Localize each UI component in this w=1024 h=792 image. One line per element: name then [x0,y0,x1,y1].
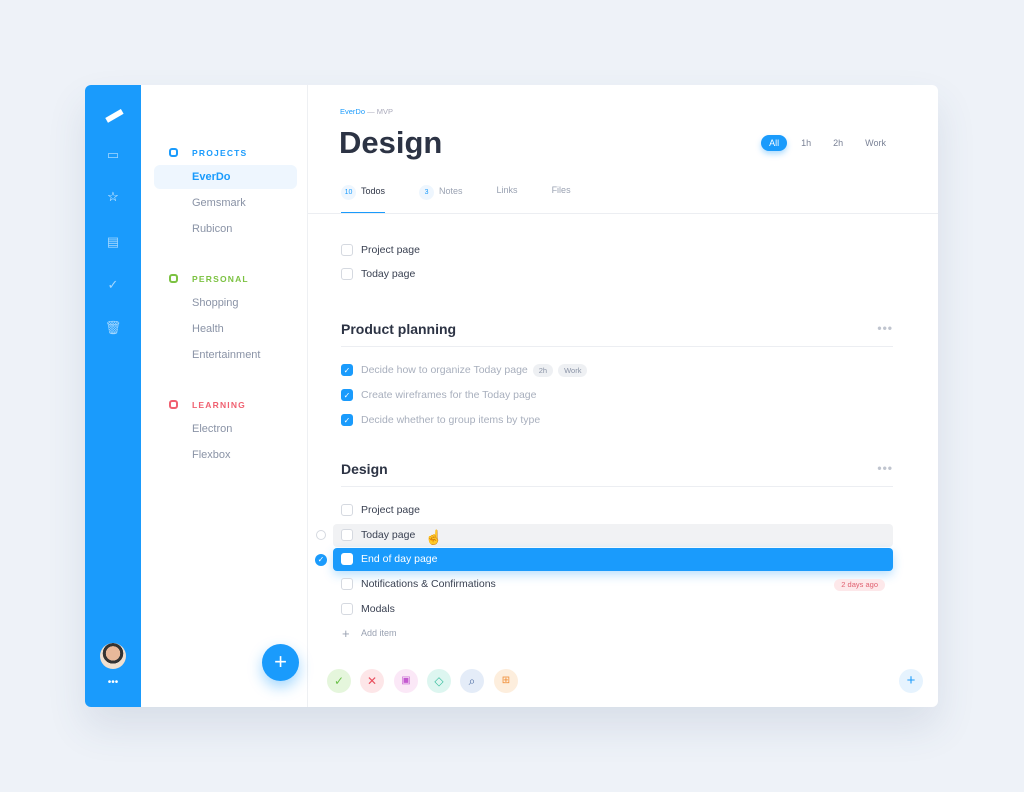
group-personal: PERSONAL [169,274,249,284]
sidebar: PROJECTS EverDo Gemsmark Rubicon PERSONA… [141,85,308,707]
checkbox-checked[interactable]: ✓ [341,364,353,376]
tag: 2h [532,364,554,377]
calendar-icon[interactable]: ▤ [106,234,120,249]
checkbox[interactable] [341,553,353,565]
sidebar-item-entertainment[interactable]: Entertainment [192,349,261,361]
select-radio-checked[interactable]: ✓ [315,554,327,566]
delete-button[interactable]: ✕ [360,669,384,693]
sidebar-item-rubicon[interactable]: Rubicon [192,223,233,235]
app-window: ▬ ▭ ☆ ▤ ✓ 🗑 ••• PROJECTS EverDo Gemsmark… [85,85,938,707]
sidebar-item-gemsmark[interactable]: Gemsmark [192,197,246,209]
sidebar-item-flexbox[interactable]: Flexbox [192,449,231,461]
avatar[interactable] [100,643,126,669]
main-panel: EverDo — MVP Design All 1h 2h Work 10 Tod… [308,85,938,707]
folder-icon [169,148,178,157]
todo-item[interactable]: Modals [333,598,893,621]
due-badge: 2 days ago [834,579,885,591]
tabs: 10 Todos 3 Notes Links Files [341,185,605,214]
todo-item[interactable]: Project page [333,499,893,522]
select-radio[interactable] [316,530,326,540]
filter-all[interactable]: All [761,135,788,151]
logo-icon: ▬ [99,99,126,127]
todo-item[interactable]: Notifications & Confirmations 2 days ago [333,573,893,596]
tab-notes[interactable]: 3 Notes [419,185,463,214]
sidebar-item-health[interactable]: Health [192,323,224,335]
folder-icon [169,400,178,409]
inbox-icon[interactable]: ▭ [106,147,120,162]
section-header: Design ••• [341,461,893,487]
icon-rail: ▬ ▭ ☆ ▤ ✓ 🗑 ••• [85,85,141,707]
more-icon[interactable]: ••• [877,321,893,335]
calendar-button[interactable]: ▣ [394,669,418,693]
sidebar-item-shopping[interactable]: Shopping [192,297,239,309]
move-button[interactable]: ⊞ [494,669,518,693]
checkbox[interactable] [341,578,353,590]
tab-files[interactable]: Files [551,185,571,195]
sidebar-item-everdo[interactable]: EverDo [154,165,297,189]
search-button[interactable]: ⌕ [460,669,484,693]
filter-1h[interactable]: 1h [801,138,812,148]
page-title: Design [339,125,443,160]
todo-item[interactable]: ✓ Decide how to organize Today page 2h Work [333,359,893,382]
todo-item[interactable]: ✓ Create wireframes for the Today page [333,384,893,407]
folder-icon [169,274,178,283]
filter-2h[interactable]: 2h [833,138,844,148]
breadcrumb-project[interactable]: EverDo [340,107,366,116]
tag: Work [558,364,588,377]
todo-item[interactable]: Today page [333,263,893,286]
trash-icon[interactable]: 🗑 [104,320,122,335]
todo-item[interactable]: ✓ Decide whether to group items by type [333,409,893,432]
add-project-button[interactable]: + [262,644,299,681]
section-header: Product planning ••• [341,321,893,347]
complete-button[interactable]: ✓ [327,669,351,693]
group-projects: PROJECTS [169,148,247,158]
filter-work[interactable]: Work [865,138,886,148]
check-icon[interactable]: ✓ [107,277,119,292]
plus-icon: + [342,626,350,641]
checkbox[interactable] [341,244,353,256]
checkbox[interactable] [341,603,353,615]
add-item-button[interactable]: + Add item [333,622,893,645]
star-icon[interactable]: ☆ [107,189,119,204]
sidebar-item-electron[interactable]: Electron [192,423,233,435]
more-icon[interactable]: ••• [107,677,119,688]
cursor-hand-icon: ☝ [425,529,443,545]
more-icon[interactable]: ••• [877,461,893,475]
checkbox-checked[interactable]: ✓ [341,389,353,401]
todo-item[interactable]: Project page [333,239,893,262]
checkbox-checked[interactable]: ✓ [341,414,353,426]
tab-todos[interactable]: 10 Todos [341,185,386,214]
checkbox[interactable] [341,529,353,541]
breadcrumb: EverDo — MVP [340,107,393,116]
filter-group: All 1h 2h Work [761,135,894,151]
tab-links[interactable]: Links [496,185,518,195]
todo-item-selected[interactable]: End of day page [333,548,893,571]
divider [308,213,938,214]
tag-button[interactable]: ◇ [427,669,451,693]
group-learning: LEARNING [169,400,246,410]
checkbox[interactable] [341,268,353,280]
todo-item[interactable]: Today page ☝ [333,524,893,547]
add-button[interactable]: + [899,669,923,693]
checkbox[interactable] [341,504,353,516]
